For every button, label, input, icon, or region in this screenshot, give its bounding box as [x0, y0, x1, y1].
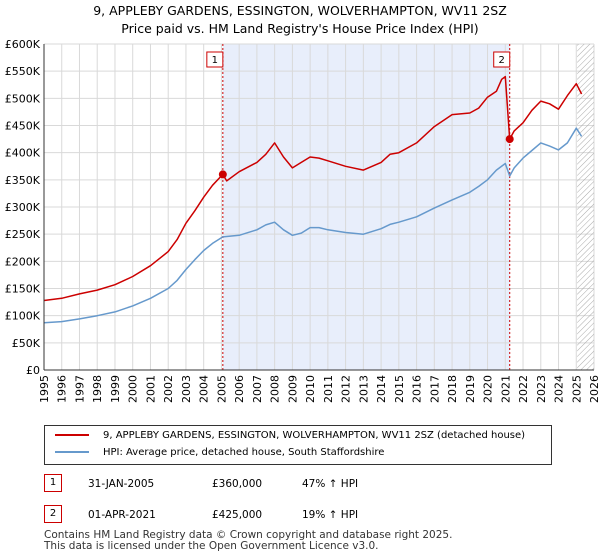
x-tick-label: 1998 — [91, 375, 104, 403]
y-tick-label: £550K — [5, 65, 41, 78]
sale-points — [218, 135, 514, 179]
legend: 9, APPLEBY GARDENS, ESSINGTON, WOLVERHAM… — [44, 425, 552, 465]
property-price-line — [43, 75, 583, 302]
x-tick-label: 2005 — [215, 375, 228, 403]
x-tick-label: 1996 — [56, 375, 69, 403]
hpi-line — [43, 127, 583, 324]
legend-label-property: 9, APPLEBY GARDENS, ESSINGTON, WOLVERHAM… — [103, 430, 526, 441]
x-tick-label: 2006 — [233, 375, 246, 403]
legend-item-property: 9, APPLEBY GARDENS, ESSINGTON, WOLVERHAM… — [55, 428, 525, 444]
x-tick-label: 2010 — [304, 375, 317, 403]
sale-label-box — [493, 51, 511, 68]
legend-swatch-property — [55, 434, 89, 436]
y-tick-label: £450K — [5, 120, 41, 133]
y-tick-label: £400K — [5, 147, 41, 160]
x-tick-label: 2014 — [375, 375, 388, 403]
y-tick-label: £500K — [5, 92, 41, 105]
x-tick-label: 2023 — [535, 375, 548, 403]
transaction-date: 01-APR-2021 — [88, 509, 156, 521]
x-tick-label: 2024 — [553, 375, 566, 403]
footer: Contains HM Land Registry data © Crown c… — [44, 530, 452, 552]
chart-title-line1: 9, APPLEBY GARDENS, ESSINGTON, WOLVERHAM… — [93, 3, 507, 18]
sale-label-number: 1 — [212, 55, 218, 66]
x-tick-label: 2026 — [588, 375, 600, 403]
y-tick-label: £50K — [12, 337, 41, 350]
x-tick-label: 2003 — [180, 375, 193, 403]
x-tick-label: 1997 — [73, 375, 86, 403]
y-tick-label: £600K — [5, 38, 41, 51]
price-chart: £0 £50K £100K £150K £200K £250K £300K £350K £400… — [5, 38, 600, 403]
x-tick-label: 1995 — [38, 375, 51, 403]
x-tick-label: 2002 — [162, 375, 175, 403]
x-tick-label: 2001 — [144, 375, 157, 403]
footer-copyright: Contains HM Land Registry data © Crown c… — [44, 529, 453, 541]
sale-point — [505, 135, 514, 144]
x-tick-label: 2025 — [570, 375, 583, 403]
transaction-date: 31-JAN-2005 — [88, 478, 155, 490]
x-tick-label: 2009 — [286, 375, 299, 403]
transaction-badge: 1 — [44, 474, 62, 492]
x-tick-label: 2021 — [499, 375, 512, 403]
x-tick-label: 2013 — [357, 375, 370, 403]
x-tick-label: 2017 — [428, 375, 441, 403]
legend-swatch-hpi — [55, 451, 89, 453]
x-tick-label: 2022 — [517, 375, 530, 403]
footer-licence: This data is licensed under the Open Gov… — [44, 540, 379, 552]
x-tick-label: 2007 — [251, 375, 264, 403]
x-tick-label: 2015 — [393, 375, 406, 403]
transaction-hpi-change: 19% ↑ HPI — [302, 509, 359, 521]
legend-item-hpi: HPI: Average price, detached house, Sout… — [55, 445, 384, 461]
sale-label-number: 2 — [499, 55, 505, 66]
y-tick-label: £200K — [5, 255, 41, 268]
x-tick-label: 2011 — [322, 375, 335, 403]
transaction-price: £360,000 — [212, 478, 263, 490]
chart-series — [43, 75, 583, 324]
x-tick-label: 2012 — [340, 375, 353, 403]
x-tick-label: 2020 — [482, 375, 495, 403]
y-tick-label: £300K — [5, 201, 41, 214]
transaction-hpi-change: 47% ↑ HPI — [302, 478, 359, 490]
legend-label-hpi: HPI: Average price, detached house, Sout… — [103, 447, 385, 458]
sale-label-box — [206, 51, 224, 68]
x-tick-label: 2000 — [127, 375, 140, 403]
x-tick-label: 1999 — [109, 375, 122, 403]
sale-point — [218, 170, 227, 179]
chart-title: 9, APPLEBY GARDENS, ESSINGTON, WOLVERHAM… — [0, 2, 600, 38]
transaction-row: 2 01-APR-2021 £425,000 19% ↑ HPI — [44, 505, 564, 525]
chart-title-line2: Price paid vs. HM Land Registry's House … — [121, 21, 479, 36]
chart-axes: £0 £50K £100K £150K £200K £250K £300K £350K £400… — [5, 38, 600, 403]
x-tick-label: 2008 — [269, 375, 282, 403]
y-tick-label: £100K — [5, 310, 41, 323]
x-tick-label: 2019 — [464, 375, 477, 403]
y-tick-label: £150K — [5, 283, 41, 296]
future-hatch-region — [577, 44, 594, 370]
y-tick-label: £350K — [5, 174, 41, 187]
y-tick-label: £0 — [26, 364, 40, 377]
transaction-badge: 2 — [44, 505, 62, 523]
x-tick-label: 2004 — [198, 375, 211, 403]
chart-grid — [43, 43, 595, 371]
y-tick-label: £250K — [5, 228, 41, 241]
x-tick-label: 2016 — [411, 375, 424, 403]
future-hatch-rect — [577, 44, 594, 370]
x-tick-label: 2018 — [446, 375, 459, 403]
transaction-row: 1 31-JAN-2005 £360,000 47% ↑ HPI — [44, 474, 564, 494]
transaction-price: £425,000 — [212, 509, 263, 521]
